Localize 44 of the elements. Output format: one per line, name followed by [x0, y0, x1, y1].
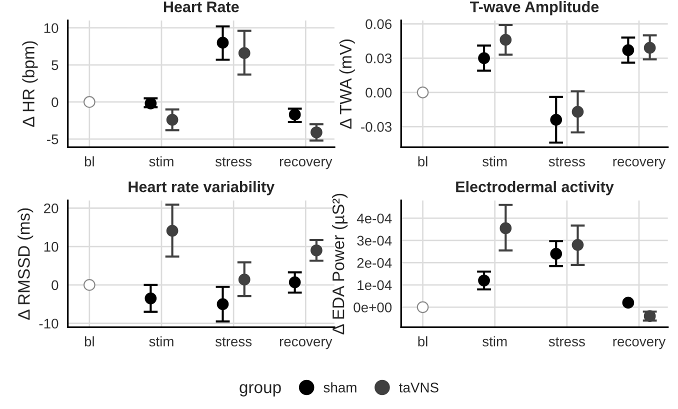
y-tick-label: 0.00 [366, 88, 392, 98]
x-tick-label: stress [215, 337, 252, 346]
x-tick-label: stim [482, 156, 507, 166]
y-tick-label: -5 [47, 134, 58, 144]
x-tick-label: stim [149, 336, 174, 346]
x-tick-label: stim [149, 156, 174, 166]
y-tick-label: 0 [52, 280, 58, 290]
chart-title: Heart rate variability [128, 181, 275, 196]
x-tick-label: recovery [280, 338, 332, 350]
x-tick-label: stim [482, 336, 507, 346]
x-tick-label: bl [418, 156, 428, 166]
y-tick-label: 0.06 [366, 19, 392, 30]
y-tick-label: 2e-04 [357, 258, 392, 268]
y-tick-label: 4e-04 [356, 214, 392, 224]
y-tick-label: 0e+00 [354, 302, 392, 312]
x-tick-label: bl [418, 336, 428, 346]
x-tick-label: stress [215, 157, 252, 166]
y-axis-title: Δ EDA Power (µS²) [332, 194, 348, 334]
y-axis-title: Δ TWA (mV) [339, 39, 355, 129]
x-tick-label: recovery [613, 158, 666, 170]
legend-label: sham [324, 382, 356, 392]
y-axis-title: Δ RMSSD (ms) [18, 208, 34, 320]
y-axis-title: Δ HR (bpm) [22, 41, 38, 127]
legend-title: group [240, 384, 281, 396]
y-tick-label: 20 [44, 203, 58, 214]
y-tick-label: 1e-04 [358, 280, 392, 290]
y-tick-label: 10 [44, 23, 58, 34]
chart-title: T-wave Amplitude [470, 1, 599, 16]
y-tick-label: 10 [44, 242, 58, 252]
y-tick-label: 3e-04 [357, 236, 392, 246]
y-tick-label: -10 [39, 318, 58, 329]
x-tick-label: bl [84, 336, 94, 346]
legend-label: taVNS [399, 382, 438, 392]
chart-title: Heart Rate [164, 2, 239, 12]
y-tick-label: 0.03 [366, 53, 392, 64]
x-tick-label: recovery [613, 338, 666, 350]
x-tick-label: stress [548, 157, 585, 166]
x-tick-label: bl [84, 156, 94, 166]
y-tick-label: 0 [52, 97, 58, 108]
x-tick-label: recovery [280, 158, 332, 170]
y-tick-label: 5 [52, 60, 58, 70]
y-tick-label: -0.03 [361, 122, 392, 132]
chart-title: Electrodermal activity [456, 181, 614, 196]
x-tick-label: stress [548, 337, 585, 346]
